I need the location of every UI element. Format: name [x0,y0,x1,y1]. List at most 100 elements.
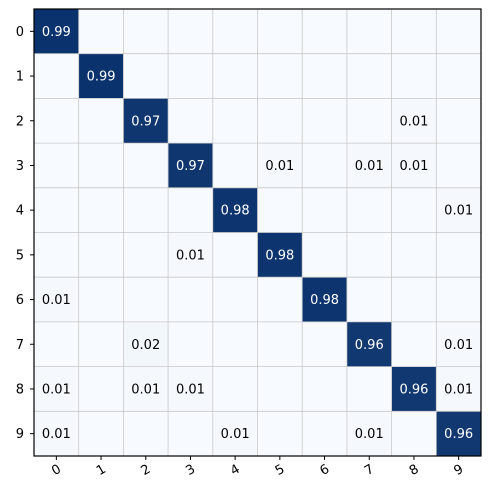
heatmap-cell [346,143,392,189]
heatmap-cell [257,232,303,278]
heatmap-cell [302,366,348,412]
heatmap-cell [302,143,348,189]
cell-value-label: 0.96 [355,338,384,353]
heatmap-cell [123,143,169,189]
cell-value-label: 0.01 [176,382,205,397]
heatmap-cell [212,366,258,412]
heatmap-cell [391,321,437,367]
y-tick-label: 1 [16,70,24,85]
heatmap-cell [346,366,392,412]
heatmap-cell [346,9,392,54]
heatmap-cell [123,98,169,144]
heatmap-cell [257,187,303,233]
heatmap-cell [123,9,169,54]
x-tick-label: 1 [94,462,109,479]
cell-value-label: 0.01 [42,427,71,442]
y-tick-label: 8 [16,382,24,397]
heatmap-cell [391,9,437,54]
heatmap-cell [436,321,482,367]
cell-value-label: 0.01 [265,159,294,174]
heatmap-cell [168,143,214,189]
heatmap-cell [168,366,214,412]
heatmap-cell [257,366,303,412]
heatmap-cell [436,277,482,323]
x-tick-label: 6 [317,462,332,479]
cell-value-label: 0.01 [42,293,71,308]
heatmap-cell [391,53,437,99]
y-tick-label: 7 [16,338,24,353]
cell-value-label: 0.01 [42,382,71,397]
heatmap-cell [257,53,303,99]
cell-value-label: 0.99 [87,70,116,85]
heatmap-cell [436,366,482,412]
heatmap-cell [302,53,348,99]
heatmap-cell [436,53,482,99]
heatmap-cell [34,232,79,278]
heatmap-cell [212,53,258,99]
heatmap-cell [78,411,124,457]
x-tick-label: 9 [452,462,467,479]
heatmap-cell [346,187,392,233]
heatmap-cell [436,411,482,457]
heatmap-cell [302,411,348,457]
heatmap-cell [346,232,392,278]
y-tick-label: 9 [16,427,24,442]
y-axis: 0 1 2 3 4 5 6 7 8 9 [16,25,34,442]
heatmap-cell [302,98,348,144]
heatmap-cell [78,9,124,54]
x-tick-label: 7 [362,462,377,479]
heatmap-cell [212,411,258,457]
heatmap-gridlines [34,9,481,456]
y-tick-label: 5 [16,248,24,263]
heatmap-cell [168,187,214,233]
cell-value-label: 0.01 [355,159,384,174]
x-tick-label: 8 [407,462,422,479]
cell-value-label: 0.01 [444,338,473,353]
heatmap-cell [34,366,79,412]
heatmap-cell [168,53,214,99]
heatmap-cell [212,277,258,323]
heatmap-cell [257,143,303,189]
heatmap-cell [212,98,258,144]
heatmap-cell [436,187,482,233]
x-tick-label: 3 [183,462,198,479]
cell-value-label: 0.96 [399,382,428,397]
x-tick-label: 2 [139,462,154,479]
heatmap-cell [391,411,437,457]
heatmap-cell [168,232,214,278]
heatmap-cell [34,187,79,233]
heatmap-cell [78,187,124,233]
heatmap-cell [212,143,258,189]
heatmap-cell [346,277,392,323]
heatmap-cell [212,321,258,367]
heatmap-cell [123,277,169,323]
cell-value-label: 0.01 [399,114,428,129]
heatmap-cell [168,411,214,457]
heatmap-cell [123,232,169,278]
y-tick-label: 4 [16,204,24,219]
heatmap-cell [78,277,124,323]
heatmap-cell [391,232,437,278]
heatmap-cell [257,321,303,367]
y-tick-label: 2 [16,114,24,129]
cell-value-label: 0.01 [399,159,428,174]
heatmap-cell [346,98,392,144]
heatmap-cell [168,98,214,144]
heatmap-cell [34,9,79,54]
heatmap-cell [123,53,169,99]
heatmap-cell [168,321,214,367]
cell-value-label: 0.98 [310,293,339,308]
plot-frame [33,8,482,457]
cell-value-label: 0.01 [131,382,160,397]
heatmap-cell [346,411,392,457]
heatmap-cell [436,9,482,54]
heatmap-cell [391,187,437,233]
heatmap-cell [78,98,124,144]
cell-value-label: 0.97 [176,159,205,174]
heatmap-cell [123,187,169,233]
x-tick-label: 4 [228,462,243,479]
heatmap-cell [78,366,124,412]
cell-value-label: 0.97 [131,114,160,129]
x-axis: 0 1 2 3 4 5 6 7 8 9 [49,456,466,479]
